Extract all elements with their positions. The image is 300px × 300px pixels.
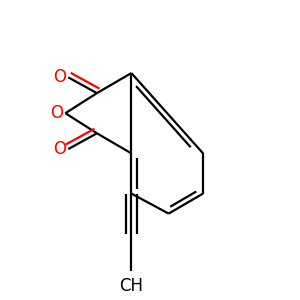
Text: O: O (53, 140, 66, 158)
Text: O: O (53, 68, 66, 86)
Text: CH: CH (119, 277, 143, 295)
Text: O: O (50, 104, 63, 122)
